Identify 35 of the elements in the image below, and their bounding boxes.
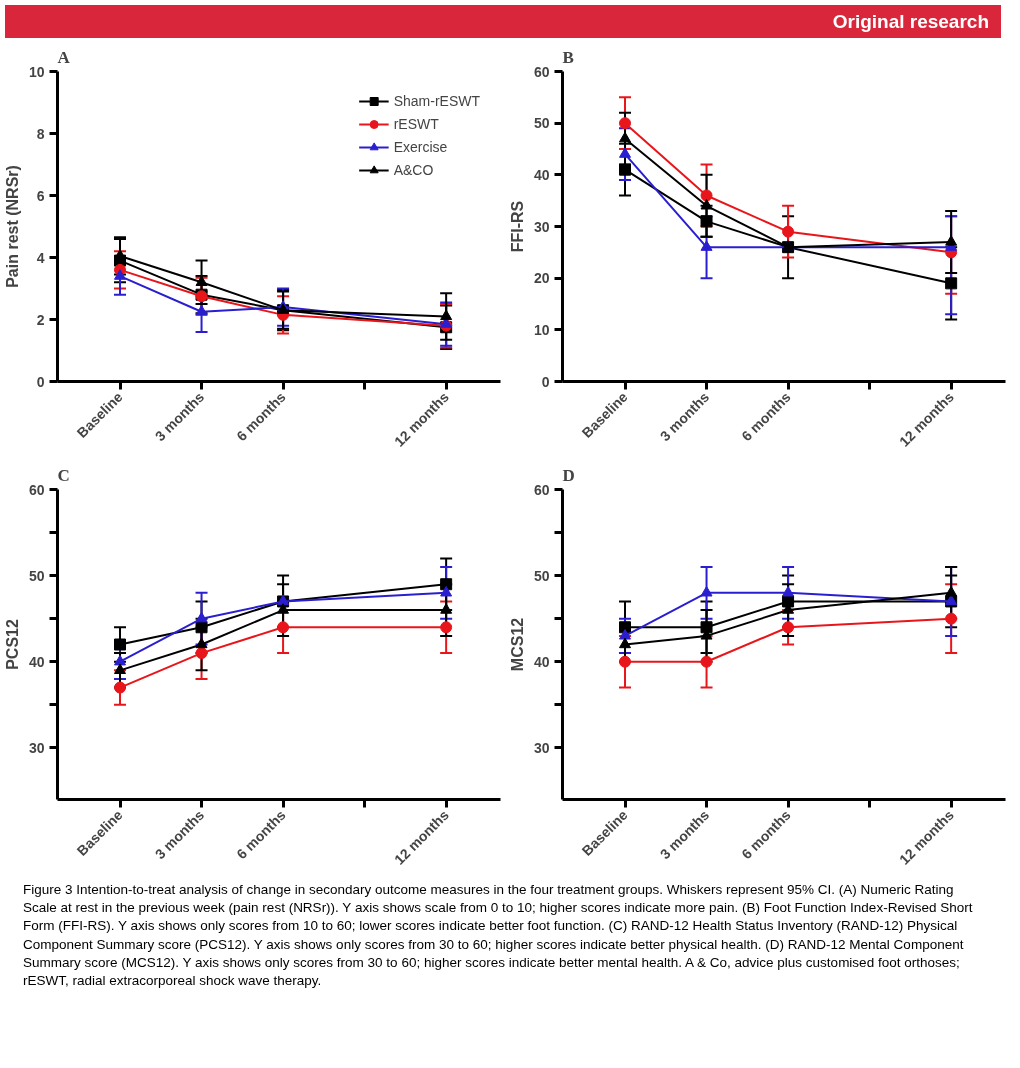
y-tick-label: 40 xyxy=(28,653,45,670)
chart-title: B xyxy=(562,47,574,67)
y-tick-label: 30 xyxy=(28,739,45,756)
legend-label: Sham-rESWT xyxy=(393,93,480,109)
y-tick-label: 30 xyxy=(533,218,550,235)
legend-label: Exercise xyxy=(393,139,448,155)
y-tick-label: 30 xyxy=(533,739,550,756)
y-axis-title: MCS12 xyxy=(508,617,526,672)
y-tick-label: 50 xyxy=(28,567,45,584)
y-tick-label: 0 xyxy=(36,373,45,390)
chart-title: A xyxy=(57,47,71,67)
y-tick-label: 20 xyxy=(533,270,550,287)
y-tick-label: 10 xyxy=(28,63,45,80)
legend-label: A&CO xyxy=(393,162,434,178)
text: Original research xyxy=(5,5,1001,39)
y-axis-title: PCS12 xyxy=(3,619,21,670)
chart-title: C xyxy=(57,465,70,485)
y-tick-label: 50 xyxy=(533,115,550,132)
y-tick-label: 10 xyxy=(533,321,550,338)
y-tick-label: 4 xyxy=(36,249,45,266)
y-tick-label: 8 xyxy=(36,125,45,142)
y-tick-label: 60 xyxy=(533,481,550,498)
y-axis-title: Pain rest (NRSr) xyxy=(3,165,21,288)
y-tick-label: 60 xyxy=(28,481,45,498)
chart-title: D xyxy=(562,465,575,485)
y-tick-label: 40 xyxy=(533,653,550,670)
caption: Figure 3 Intention-to-treat analysis of change in secondary outcome measures in the four treatment groups. Whiskers represent 95% CI. (A) Numeric Rating Scale at rest in the previous week (pain rest (NRSr)). Y axis shows scale from 0 to 10; higher scores indicate more pain. (B) Foot Function Index-Revised Short Form (FFI-RS). Y axis shows only scores from 10 to 60; lower scores indicate better foot function. (C) RAND-12 Health Status Inventory (RAND-12) Physical Component Summary score (PCS12). Y axis shows only scores from 30 to 60; higher scores indicate better physical health. (D) RAND-12 Mental Component Summary score (MCS12). Y axis shows only scores from 30 to 60; higher scores indicate better mental health. A & Co, advice plus customised foot orthoses; rESWT, radial extracorporeal shock wave therapy. xyxy=(22,881,974,991)
y-tick-label: 2 xyxy=(36,311,45,328)
y-tick-label: 50 xyxy=(533,567,550,584)
y-tick-label: 60 xyxy=(533,63,550,80)
y-axis-title: FFI-RS xyxy=(508,200,526,253)
y-tick-label: 40 xyxy=(533,166,550,183)
y-tick-label: 0 xyxy=(541,373,550,390)
y-tick-label: 6 xyxy=(36,187,45,204)
legend-label: rESWT xyxy=(393,116,439,132)
